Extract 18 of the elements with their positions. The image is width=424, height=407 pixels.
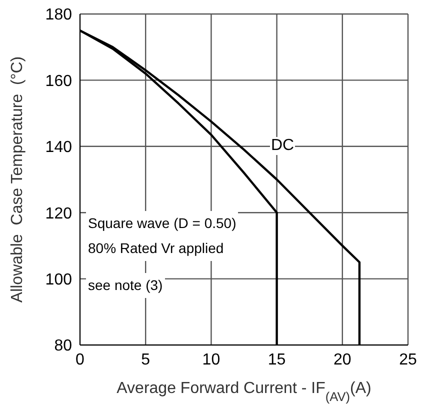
- y-tick-label: 160: [45, 72, 72, 90]
- x-tick-label: 0: [76, 351, 85, 368]
- x-tick-label: 15: [268, 351, 286, 368]
- y-tick-label: 80: [54, 338, 72, 355]
- y-tick-label: 180: [45, 6, 72, 24]
- annotation: Square wave (D = 0.50): [86, 210, 238, 236]
- series-label: DC: [270, 136, 296, 155]
- x-axis-title: Average Forward Current - IF$_{(AV)}$(A): [116, 380, 372, 404]
- x-tick-label: 5: [141, 351, 150, 368]
- x-tick-label: 25: [399, 351, 417, 368]
- y-axis-title: Allowable Case Temperature (°C): [9, 56, 26, 303]
- y-tick-label: 140: [45, 139, 72, 156]
- y-tick-label: 100: [45, 271, 72, 288]
- x-tick-label: 10: [202, 351, 220, 368]
- y-tick-label: 120: [45, 205, 72, 222]
- annotation: see note (3): [86, 272, 165, 298]
- x-tick-label: 20: [334, 351, 352, 368]
- annotation: 80% Rated Vr applied: [86, 236, 226, 261]
